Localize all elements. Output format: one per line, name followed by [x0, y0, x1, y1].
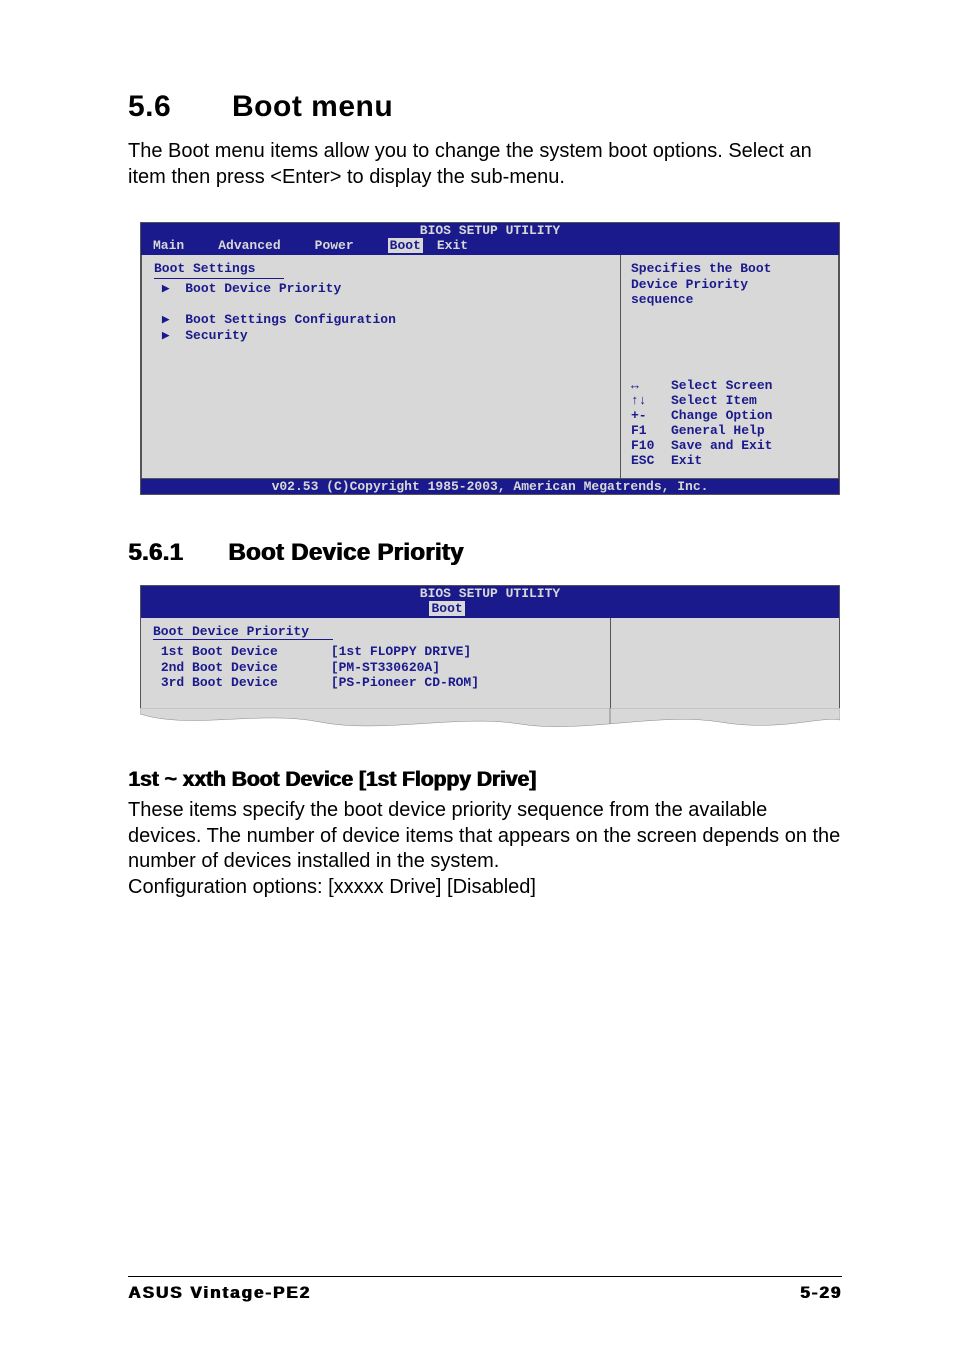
bios-item-security[interactable]: ▶ Security	[154, 328, 608, 344]
bios-panel-heading: Boot Device Priority	[153, 624, 309, 639]
boot-device-row-3[interactable]: 3rd Boot Device[PS-Pioneer CD-ROM]	[153, 675, 598, 691]
key-sym: ESC	[631, 453, 671, 468]
boot-device-label: 1st Boot Device	[161, 644, 331, 660]
option-body-2: Configuration options: [xxxxx Drive] [Di…	[128, 875, 842, 901]
boot-device-row-1[interactable]: 1st Boot Device[1st FLOPPY DRIVE]	[153, 644, 598, 660]
bios-screenshot-1: BIOS SETUP UTILITY Main Advanced Power B…	[140, 222, 840, 495]
bios-item-label: Boot Device Priority	[185, 281, 341, 296]
bios-panel-heading: Boot Settings	[154, 261, 255, 278]
footer-page-number: 5-29	[800, 1283, 842, 1303]
option-heading: 1st ~ xxth Boot Device [1st Floppy Drive…	[128, 768, 842, 792]
boot-device-value: [PM-ST330620A]	[331, 660, 440, 675]
bios-menu-bar: spacer Boot spacer-right-long	[141, 601, 839, 618]
bios-menu-main[interactable]: Main	[153, 238, 204, 253]
section-heading: 5.6Boot menu	[128, 90, 842, 124]
key-sym: +-	[631, 408, 671, 423]
section-number: 5.6	[128, 90, 232, 124]
boot-device-label: 3rd Boot Device	[161, 675, 331, 691]
boot-device-value: [PS-Pioneer CD-ROM]	[331, 675, 479, 690]
bios-copyright-footer: v02.53 (C)Copyright 1985-2003, American …	[141, 479, 839, 494]
bios-screenshot-2: BIOS SETUP UTILITY spacer Boot spacer-ri…	[140, 585, 840, 710]
bios-menu-boot[interactable]: Boot	[429, 601, 464, 616]
bios-left-panel: Boot Device Priority 1st Boot Device[1st…	[141, 618, 611, 710]
bios-menu-bar: Main Advanced Power Boot Exit	[141, 238, 839, 255]
bios-heading-underline	[154, 278, 284, 279]
key-desc: Save and Exit	[671, 438, 772, 453]
subsection-title-text: Boot Device Priority	[228, 539, 463, 566]
bios-left-panel: Boot Settings ▶ Boot Device Priority ▶ B…	[141, 255, 621, 479]
section-title-text: Boot menu	[232, 90, 393, 123]
bios-item-boot-device-priority[interactable]: ▶ Boot Device Priority	[154, 281, 608, 297]
key-sym: F1	[631, 423, 671, 438]
bios-menu-exit[interactable]: Exit	[437, 238, 488, 253]
bios-item-boot-settings-config[interactable]: ▶ Boot Settings Configuration	[154, 312, 608, 328]
intro-paragraph: The Boot menu items allow you to change …	[128, 138, 842, 190]
bios-utility-title: BIOS SETUP UTILITY	[141, 223, 839, 238]
key-sym: F10	[631, 438, 671, 453]
bios-item-label: Boot Settings Configuration	[185, 312, 396, 327]
key-desc: Change Option	[671, 408, 772, 423]
bios-item-spacer	[154, 297, 608, 313]
bios-menu-boot[interactable]: Boot	[388, 238, 423, 253]
arrow-icon: ▶	[162, 312, 170, 327]
torn-edge	[140, 708, 840, 732]
subsection-number: 5.6.1	[128, 539, 228, 567]
arrow-icon: ▶	[162, 281, 170, 296]
page-footer: ASUS Vintage-PE2 5-29	[128, 1276, 842, 1303]
key-sym: ↔	[631, 378, 671, 393]
bios-utility-title: BIOS SETUP UTILITY	[141, 586, 839, 601]
bios-right-panel	[611, 618, 839, 710]
key-desc: Select Screen	[671, 378, 772, 393]
key-desc: Select Item	[671, 393, 757, 408]
bios-menu-power[interactable]: Power	[315, 238, 374, 253]
bios-help-text: Specifies the Boot Device Priority seque…	[631, 261, 828, 308]
key-sym: ↑↓	[631, 393, 671, 408]
bios-item-label: Security	[185, 328, 247, 343]
boot-device-label: 2nd Boot Device	[161, 660, 331, 676]
subsection-heading: 5.6.1Boot Device Priority	[128, 539, 842, 567]
bios-right-panel: Specifies the Boot Device Priority seque…	[621, 255, 839, 479]
footer-product: ASUS Vintage-PE2	[128, 1283, 311, 1303]
arrow-icon: ▶	[162, 328, 170, 343]
key-desc: General Help	[671, 423, 765, 438]
bios-key-legend: ↔Select Screen ↑↓Select Item +-Change Op…	[631, 378, 828, 468]
bios-heading-underline	[153, 639, 333, 640]
key-desc: Exit	[671, 453, 702, 468]
boot-device-row-2[interactable]: 2nd Boot Device[PM-ST330620A]	[153, 660, 598, 676]
option-body-1: These items specify the boot device prio…	[128, 798, 842, 875]
bios-menu-advanced[interactable]: Advanced	[218, 238, 300, 253]
boot-device-value: [1st FLOPPY DRIVE]	[331, 644, 471, 659]
